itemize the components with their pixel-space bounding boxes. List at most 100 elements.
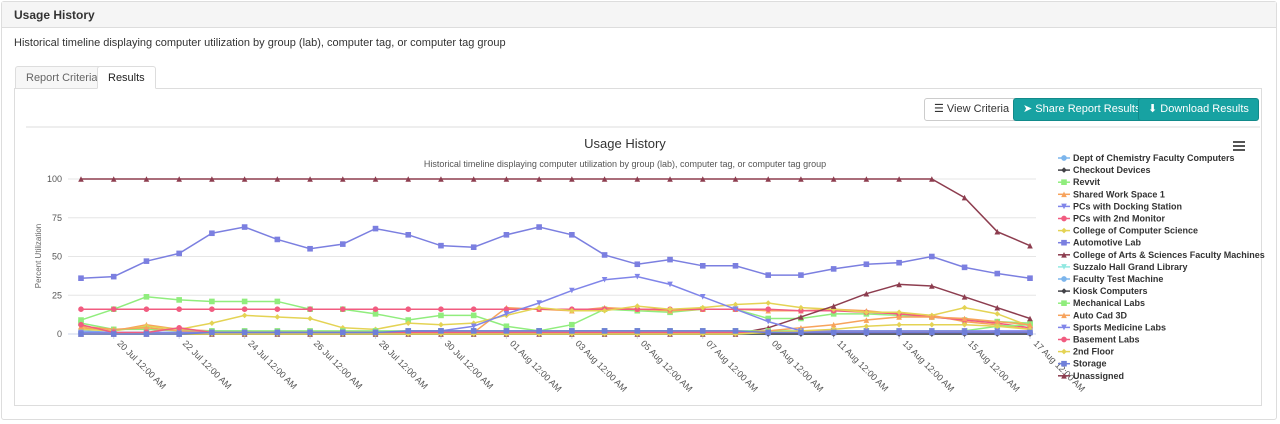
x-tick-label: 11 Aug 12:00 AM [835,338,890,393]
data-point [634,273,641,280]
button-label[interactable]: View Criteria [946,103,1010,115]
x-tick-label: 20 Jul 12:00 AM [115,338,168,391]
button-label[interactable]: Download Results [1160,103,1249,115]
data-point [209,306,215,313]
data-point [634,261,641,268]
data-point [470,312,477,319]
data-point [667,281,673,288]
data-point [765,272,772,278]
data-point [110,176,117,182]
tab[interactable]: Report Criteria [15,66,109,89]
data-point [372,176,379,182]
data-point [994,311,1001,317]
y-tick-label: 75 [52,213,62,223]
data-point [110,306,117,313]
data-point [470,328,477,334]
data-point [830,321,837,328]
data-point [241,298,248,305]
x-tick-label: 07 Aug 12:00 AM [704,338,760,394]
legend-symbol [1061,167,1067,173]
legend-label: Storage [1073,359,1107,369]
data-point [274,329,281,336]
legend-label: Revvit [1073,177,1100,187]
x-tick-label: 15 Aug 12:00 AM [966,338,1022,394]
data-point [830,176,837,182]
data-point [961,294,968,300]
data-point [503,176,510,182]
data-point [307,329,313,336]
series-line [80,322,1031,332]
data-point [601,176,608,182]
data-point [1027,315,1033,322]
legend-symbol [1061,155,1067,161]
series-line [80,302,1031,332]
y-axis-label: Percent Utilization [34,224,43,288]
results-box [14,88,1262,406]
legend-symbol [1061,288,1067,294]
data-point [405,320,412,326]
data-point [732,301,739,308]
data-point [961,329,968,336]
data-point [798,304,804,311]
data-point [634,328,641,334]
data-point [601,276,608,283]
data-point [732,176,739,182]
data-point [994,318,1001,325]
data-point [78,176,84,182]
data-point [765,176,772,182]
data-point [307,315,313,322]
series-line [80,226,1031,279]
data-point [569,287,575,294]
data-point [209,176,215,182]
legend-symbol [1061,239,1067,246]
x-tick-label: 13 Aug 12:00 AM [901,338,957,394]
series-line [81,178,1031,247]
button-label[interactable]: Share Report Results [1035,103,1141,115]
legend-label: Auto Cad 3D [1073,310,1128,320]
data-point [896,309,902,316]
data-point [536,304,542,311]
data-point [209,230,215,237]
data-point [863,329,870,336]
button[interactable]: ➤ Share Report Results [1013,98,1151,121]
data-point [601,307,608,314]
data-point [830,329,837,336]
data-point [798,272,804,278]
y-tick-label: 25 [52,290,62,300]
data-point [241,306,248,313]
data-point [470,320,477,326]
data-point [798,307,804,314]
x-tick-label: 01 Aug 12:00 AM [508,338,564,394]
data-point [209,298,215,305]
button[interactable]: ☰ View Criteria [924,98,1020,121]
data-point [667,176,673,182]
data-point [78,275,84,281]
data-point [1027,321,1033,328]
data-point [339,176,346,182]
legend-label: College of Arts & Sciences Faculty Machi… [1073,250,1265,260]
data-point [1027,242,1033,249]
data-point [503,306,510,313]
data-point [176,325,182,331]
series-line [80,296,1031,332]
button[interactable]: ⬇ Download Results [1138,98,1259,121]
legend-label: Basement Labs [1073,335,1140,345]
legend-symbol [1061,300,1067,306]
data-point [601,328,608,334]
tab-active[interactable]: Results [97,66,156,89]
data-point [372,225,379,232]
menu-icon[interactable] [1233,141,1245,151]
data-point [143,176,150,182]
x-tick-label: 03 Aug 12:00 AM [573,338,629,394]
data-point [798,314,804,320]
data-point [438,312,444,319]
data-point [438,176,444,182]
data-point [274,176,281,182]
legend-label: PCs with 2nd Monitor [1073,214,1165,224]
x-tick-label: 05 Aug 12:00 AM [639,338,695,394]
data-point [536,300,542,306]
data-point [143,306,150,313]
x-tick-label: 09 Aug 12:00 AM [770,338,826,394]
data-point [863,309,870,316]
